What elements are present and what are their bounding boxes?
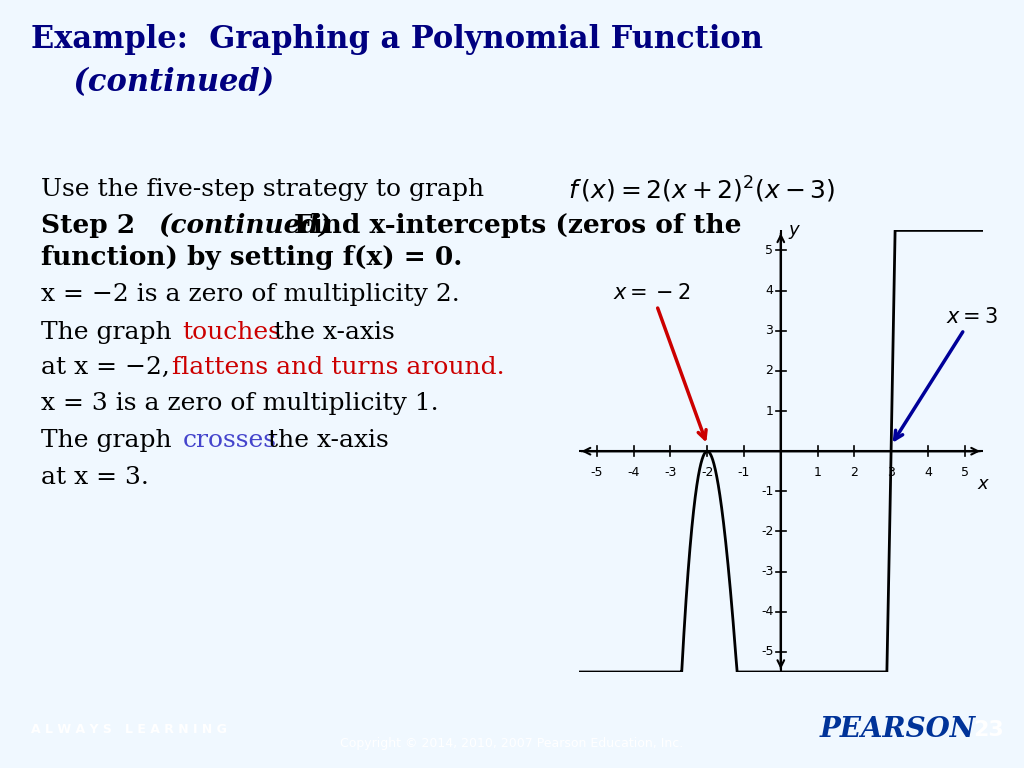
Text: -5: -5 (591, 466, 603, 479)
Text: 3: 3 (766, 324, 773, 337)
Text: A L W A Y S   L E A R N I N G: A L W A Y S L E A R N I N G (31, 723, 226, 737)
Text: at x = −2,: at x = −2, (41, 356, 170, 379)
Text: (continued): (continued) (31, 68, 273, 98)
Text: function) by setting f(x) = 0.: function) by setting f(x) = 0. (41, 245, 462, 270)
Text: at x = 3.: at x = 3. (41, 465, 148, 488)
Text: -4: -4 (628, 466, 640, 479)
Text: 1: 1 (814, 466, 821, 479)
Text: 4: 4 (766, 284, 773, 297)
Text: The graph: The graph (41, 429, 172, 452)
Text: -1: -1 (738, 466, 751, 479)
Text: The graph: The graph (41, 321, 172, 344)
Text: Example:  Graphing a Polynomial Function: Example: Graphing a Polynomial Function (31, 24, 763, 55)
Text: 3: 3 (887, 466, 895, 479)
Text: the x-axis: the x-axis (274, 321, 395, 344)
Text: -3: -3 (761, 565, 773, 578)
Text: -2: -2 (701, 466, 714, 479)
Text: x = −2 is a zero of multiplicity 2.: x = −2 is a zero of multiplicity 2. (41, 283, 460, 306)
Text: crosses: crosses (182, 429, 276, 452)
Text: 2: 2 (766, 364, 773, 377)
Text: $x = 3$: $x = 3$ (895, 306, 998, 439)
Text: x = 3 is a zero of multiplicity 1.: x = 3 is a zero of multiplicity 1. (41, 392, 438, 415)
Text: 5: 5 (961, 466, 969, 479)
Text: 5: 5 (766, 244, 773, 257)
Text: the x-axis: the x-axis (268, 429, 389, 452)
Text: PEARSON: PEARSON (819, 717, 975, 743)
Text: Copyright © 2014, 2010, 2007 Pearson Education, Inc.: Copyright © 2014, 2010, 2007 Pearson Edu… (340, 737, 684, 750)
Text: 4: 4 (924, 466, 932, 479)
Text: y: y (788, 221, 800, 240)
Text: Use the five-step strategy to graph: Use the five-step strategy to graph (41, 178, 484, 201)
Text: -5: -5 (761, 645, 773, 658)
Text: 1: 1 (766, 405, 773, 418)
Text: -4: -4 (761, 605, 773, 618)
Text: $x = -2$: $x = -2$ (613, 283, 707, 439)
Text: 2: 2 (850, 466, 858, 479)
Text: (continued): (continued) (159, 213, 332, 238)
Text: -2: -2 (761, 525, 773, 538)
Text: -1: -1 (761, 485, 773, 498)
Text: touches: touches (182, 321, 282, 344)
Text: Step 2: Step 2 (41, 213, 135, 238)
Text: x: x (978, 475, 988, 493)
Text: -3: -3 (665, 466, 677, 479)
Text: Find x-intercepts (zeros of the: Find x-intercepts (zeros of the (294, 213, 741, 238)
Text: $f\,(x) = 2(x+2)^{2}(x-3)$: $f\,(x) = 2(x+2)^{2}(x-3)$ (568, 174, 836, 204)
Text: 23: 23 (973, 720, 1004, 740)
Text: flattens and turns around.: flattens and turns around. (172, 356, 505, 379)
